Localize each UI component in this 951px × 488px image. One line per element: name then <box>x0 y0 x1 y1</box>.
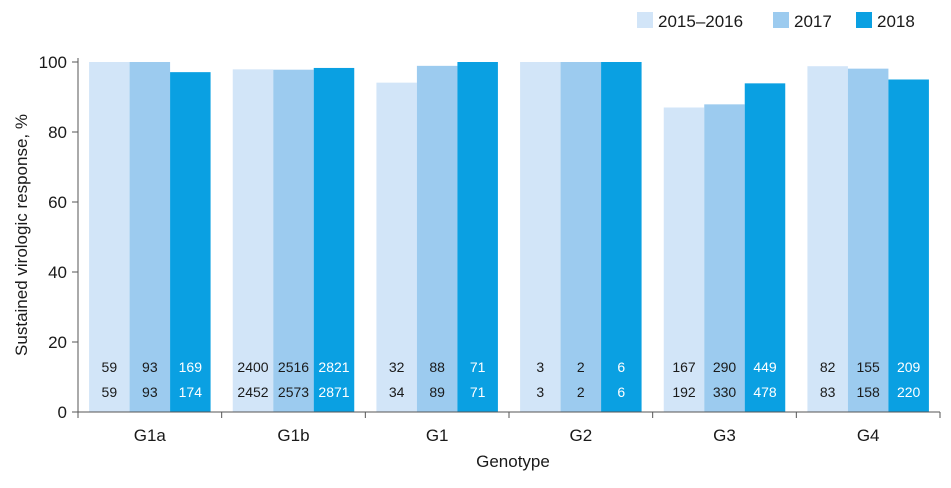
y-axis-title: Sustained virologic response, % <box>12 114 31 356</box>
bar <box>273 69 314 412</box>
bar-denominator-label: 71 <box>470 384 486 400</box>
bar <box>376 82 417 413</box>
bar-denominator-label: 330 <box>713 384 737 400</box>
bar-denominator-label: 220 <box>897 384 921 400</box>
bar <box>520 62 561 412</box>
y-tick-label: 40 <box>48 263 67 282</box>
bar-numerator-label: 6 <box>617 359 625 375</box>
y-tick-label: 60 <box>48 193 67 212</box>
bar <box>89 62 130 412</box>
bar-denominator-label: 3 <box>536 384 544 400</box>
y-tick-label: 0 <box>58 403 67 422</box>
bar-denominator-label: 93 <box>142 384 158 400</box>
bar-numerator-label: 2400 <box>237 359 268 375</box>
bar-numerator-label: 155 <box>856 359 880 375</box>
y-tick-label: 100 <box>39 53 67 72</box>
bar <box>704 104 745 412</box>
bar <box>129 62 171 412</box>
x-tick-label: G3 <box>713 426 736 445</box>
y-axis: 0 20 40 60 80 100 <box>39 53 79 422</box>
bar-numerator-label: 449 <box>753 359 777 375</box>
bar-numerator-label: 2821 <box>318 359 349 375</box>
y-tick-label: 20 <box>48 333 67 352</box>
bar-numerator-label: 3 <box>536 359 544 375</box>
bar-numerator-label: 167 <box>672 359 696 375</box>
bar-denominator-label: 6 <box>617 384 625 400</box>
bars <box>89 62 929 413</box>
bar <box>170 72 211 413</box>
x-tick-label: G2 <box>569 426 592 445</box>
bar-denominator-label: 89 <box>429 384 445 400</box>
bar-denominator-label: 2573 <box>278 384 309 400</box>
bar-count-labels: 59 59 2400 2452 32 34 3 3 167 192 82 83 93 93 2516 2573… <box>102 359 921 400</box>
x-tick-label: G1 <box>426 426 449 445</box>
x-tick-label: G1a <box>134 426 167 445</box>
bar-numerator-label: 2516 <box>278 359 309 375</box>
y-tick-label: 80 <box>48 123 67 142</box>
x-tick-label: G1b <box>277 426 309 445</box>
bar-denominator-label: 34 <box>389 384 405 400</box>
bar-denominator-label: 2 <box>577 384 585 400</box>
bar-numerator-label: 88 <box>429 359 445 375</box>
bar <box>313 67 355 412</box>
bar-numerator-label: 169 <box>179 359 203 375</box>
bar <box>888 79 929 412</box>
bar <box>416 65 458 412</box>
bar-numerator-label: 32 <box>389 359 405 375</box>
bar <box>232 69 274 412</box>
x-axis-title: Genotype <box>476 452 550 471</box>
bar-numerator-label: 2 <box>577 359 585 375</box>
bar <box>744 83 786 412</box>
bar-numerator-label: 93 <box>142 359 158 375</box>
bar-numerator-label: 59 <box>102 359 118 375</box>
bar <box>457 62 498 412</box>
x-axis: G1a G1b G1 G2 G3 G4 <box>77 411 941 445</box>
bar-denominator-label: 2452 <box>237 384 268 400</box>
bar <box>560 62 602 412</box>
bar-denominator-label: 192 <box>672 384 696 400</box>
legend-label: 2018 <box>877 12 915 31</box>
bar-denominator-label: 174 <box>179 384 203 400</box>
bar-denominator-label: 478 <box>753 384 777 400</box>
bar <box>601 62 642 412</box>
legend: 2015–2016 2017 2018 <box>637 12 915 31</box>
legend-swatch <box>637 12 653 28</box>
bar-denominator-label: 2871 <box>318 384 349 400</box>
bar-numerator-label: 290 <box>713 359 737 375</box>
bar-numerator-label: 82 <box>820 359 836 375</box>
bar <box>663 107 705 412</box>
legend-label: 2015–2016 <box>658 12 743 31</box>
bar <box>807 66 848 412</box>
legend-swatch <box>773 12 789 28</box>
bar-denominator-label: 83 <box>820 384 836 400</box>
bar <box>847 68 889 413</box>
bar-numerator-label: 209 <box>897 359 921 375</box>
bar-numerator-label: 71 <box>470 359 486 375</box>
bar-denominator-label: 158 <box>856 384 880 400</box>
legend-label: 2017 <box>794 12 832 31</box>
bar-denominator-label: 59 <box>102 384 118 400</box>
legend-swatch <box>856 12 872 28</box>
x-tick-label: G4 <box>857 426 880 445</box>
